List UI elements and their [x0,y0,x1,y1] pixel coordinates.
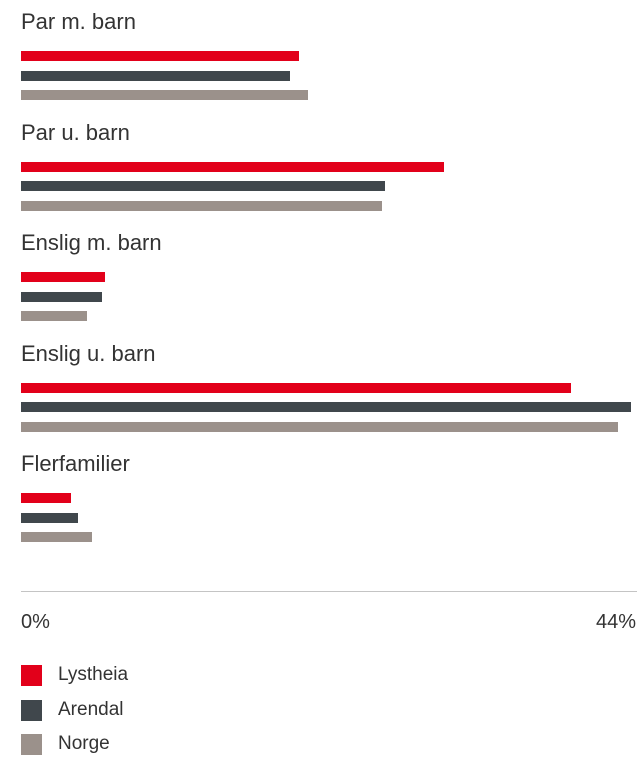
bar-par-m-barn-lystheia [21,51,299,61]
x-tick-label-min: 0% [21,611,50,633]
bar-par-u-barn-lystheia [21,161,444,172]
x-tick-label-max: 44% [595,611,636,633]
legend-label-arendal: Arendal [58,698,124,720]
bar-flerfamilier-arendal [21,512,79,523]
bar-par-m-barn-norge [21,90,309,100]
legend-label-norge: Norge [58,733,110,754]
legend-swatch-norge [21,734,42,755]
legend-label-lystheia: Lystheia [58,664,129,685]
category-label-par-m-barn: Par m. barn [21,9,136,34]
bar-enslig-m-barn-norge [21,311,87,321]
category-label-enslig-m-barn: Enslig m. barn [21,230,162,255]
bar-enslig-u-barn-arendal [21,402,631,412]
bar-par-u-barn-arendal [21,181,386,191]
x-axis-line [21,591,637,592]
bar-par-u-barn-norge [21,200,383,211]
category-label-flerfamilier: Flerfamilier [21,451,130,476]
bar-enslig-u-barn-norge [21,421,619,432]
bar-enslig-m-barn-arendal [21,291,102,302]
bar-enslig-u-barn-lystheia [21,382,571,393]
bar-flerfamilier-lystheia [21,493,72,503]
category-label-par-u-barn: Par u. barn [21,119,130,145]
bar-flerfamilier-norge [21,532,93,542]
bar-enslig-m-barn-lystheia [21,272,105,282]
bar-par-m-barn-arendal [21,70,291,81]
legend-swatch-lystheia [21,665,42,686]
legend-swatch-arendal [21,699,42,721]
category-label-enslig-u-barn: Enslig u. barn [21,340,156,366]
